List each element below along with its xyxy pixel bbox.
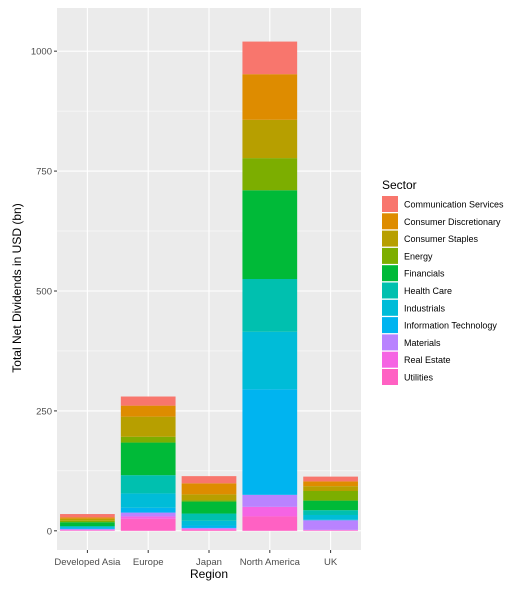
bar-segment bbox=[303, 481, 358, 487]
bar-segment bbox=[242, 331, 298, 390]
bar-segment bbox=[181, 529, 237, 531]
bar-segment bbox=[60, 526, 115, 527]
bar-segment bbox=[242, 389, 298, 495]
y-axis: 0 250 500 750 1000 bbox=[31, 47, 57, 537]
x-tick-label: UK bbox=[324, 557, 338, 568]
bar-segment bbox=[242, 41, 298, 75]
bar-segment bbox=[60, 514, 115, 518]
bar-segment bbox=[181, 527, 237, 529]
legend-label: Real Estate bbox=[404, 355, 451, 365]
bar-segment bbox=[120, 512, 176, 517]
x-axis: Developed Asia Europe Japan North America UK bbox=[54, 550, 338, 568]
bar-segment bbox=[120, 518, 176, 531]
legend-label: Utilities bbox=[404, 373, 434, 383]
bar-segment bbox=[242, 279, 298, 332]
bar-segment bbox=[181, 500, 237, 502]
y-tick-label: 500 bbox=[36, 286, 52, 297]
legend-label: Communication Services bbox=[404, 200, 504, 210]
legend-key bbox=[382, 299, 398, 316]
y-tick-label: 750 bbox=[36, 167, 52, 178]
legend-key bbox=[382, 282, 398, 299]
bar-segment bbox=[181, 525, 237, 528]
legend-key bbox=[382, 317, 398, 334]
legend-label: Information Technology bbox=[404, 321, 497, 331]
bar-segment bbox=[181, 501, 237, 514]
legend-key bbox=[382, 369, 398, 385]
bar-segment bbox=[181, 528, 237, 530]
bar-segment bbox=[60, 522, 115, 527]
bar-segment bbox=[120, 436, 176, 443]
legend: Sector Communication Services Consumer Di… bbox=[382, 178, 504, 385]
bar-segment bbox=[120, 396, 176, 406]
bar-segment bbox=[303, 491, 358, 501]
bar-segment bbox=[181, 483, 237, 495]
bar-segment bbox=[60, 528, 115, 530]
bars bbox=[60, 41, 358, 531]
legend-key bbox=[382, 230, 398, 247]
y-tick-label: 0 bbox=[47, 526, 52, 537]
bar-segment bbox=[242, 516, 298, 531]
bar-segment bbox=[242, 494, 298, 507]
legend-key bbox=[382, 247, 398, 264]
legend-key bbox=[382, 213, 398, 230]
legend-title: Sector bbox=[382, 178, 417, 192]
y-axis-title: Total Net Dividends in USD (bn) bbox=[10, 203, 24, 372]
bar-segment bbox=[242, 506, 298, 517]
bar-segment bbox=[120, 475, 176, 494]
legend-label: Materials bbox=[404, 338, 441, 348]
bar-segment bbox=[120, 507, 176, 513]
bar-segment bbox=[303, 510, 358, 515]
y-tick-label: 250 bbox=[36, 406, 52, 417]
bar-segment bbox=[181, 513, 237, 521]
bar-segment bbox=[60, 517, 115, 519]
x-axis-title: Region bbox=[190, 567, 228, 581]
y-tick-label: 1000 bbox=[31, 47, 52, 58]
bar-segment bbox=[181, 520, 237, 526]
bar-segment bbox=[120, 405, 176, 417]
bar-segment bbox=[303, 500, 358, 511]
bar-segment bbox=[303, 520, 358, 530]
legend-key bbox=[382, 351, 398, 368]
bar-segment bbox=[242, 74, 298, 120]
bar-segment bbox=[60, 518, 115, 521]
x-tick-label: Developed Asia bbox=[54, 557, 121, 568]
bar-segment bbox=[60, 526, 115, 528]
legend-label: Industrials bbox=[404, 303, 446, 313]
bar-segment bbox=[120, 442, 176, 476]
bar-segment bbox=[60, 527, 115, 529]
legend-key bbox=[382, 265, 398, 282]
bar-segment bbox=[120, 516, 176, 519]
bar-segment bbox=[303, 476, 358, 482]
bar-segment bbox=[242, 119, 298, 159]
legend-label: Health Care bbox=[404, 286, 452, 296]
bar-segment bbox=[242, 190, 298, 279]
x-tick-label: Japan bbox=[196, 557, 222, 568]
legend-label: Consumer Discretionary bbox=[404, 217, 501, 227]
legend-label: Consumer Staples bbox=[404, 234, 479, 244]
bar-segment bbox=[181, 476, 237, 484]
legend-label: Energy bbox=[404, 251, 433, 261]
legend-label: Financials bbox=[404, 269, 445, 279]
legend-key bbox=[382, 196, 398, 212]
bar-segment bbox=[60, 520, 115, 523]
bar-segment bbox=[120, 493, 176, 508]
bar-segment bbox=[303, 514, 358, 520]
x-tick-label: Europe bbox=[133, 557, 164, 568]
bar-segment bbox=[120, 416, 176, 437]
legend-key bbox=[382, 334, 398, 351]
bar-segment bbox=[181, 494, 237, 501]
bar-segment bbox=[303, 486, 358, 492]
x-tick-label: North America bbox=[240, 557, 301, 568]
bar-segment bbox=[242, 158, 298, 191]
